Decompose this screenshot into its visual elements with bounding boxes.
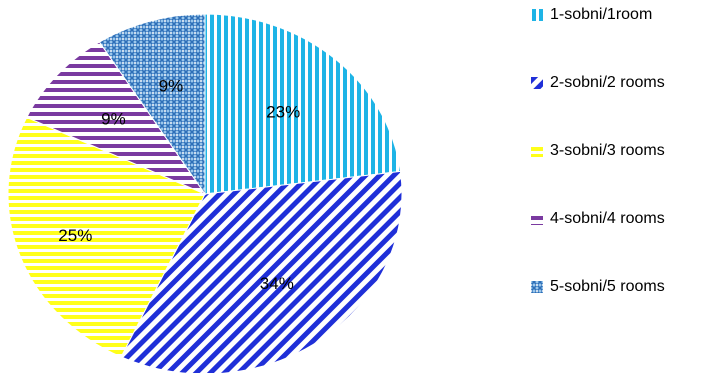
legend-label-5: 5-sobni/5 rooms — [550, 278, 665, 295]
slice-label-3: 25% — [58, 226, 92, 245]
slice-label-1: 23% — [266, 102, 300, 121]
pie-slices — [7, 13, 403, 373]
legend-swatch-1 — [531, 9, 543, 21]
legend-label-4: 4-sobni/4 rooms — [550, 210, 665, 227]
slice-label-4: 9% — [101, 110, 126, 129]
pie-slice-5 — [98, 13, 206, 196]
legend-label-3: 3-sobni/3 rooms — [550, 142, 665, 159]
pie-slice-2 — [120, 170, 403, 373]
slice-label-2: 34% — [260, 274, 294, 293]
legend-swatch-2 — [531, 77, 543, 89]
legend-swatch-3 — [531, 145, 543, 157]
legend-swatch-4 — [531, 213, 543, 225]
pie-slice-1 — [204, 13, 402, 195]
legend-swatch-5 — [531, 281, 543, 293]
slice-label-5: 9% — [159, 76, 184, 95]
legend-label-2: 2-sobni/2 rooms — [550, 74, 665, 91]
legend: 1-sobni/1room 2-sobni/2 rooms 3-sobni/3 ro… — [531, 6, 665, 295]
pie-slice-3 — [7, 116, 206, 358]
pie-slice-labels: 23% 34% 25% 9% 9% — [58, 76, 300, 292]
pie-slice-4 — [26, 41, 207, 196]
legend-label-1: 1-sobni/1room — [550, 6, 652, 23]
